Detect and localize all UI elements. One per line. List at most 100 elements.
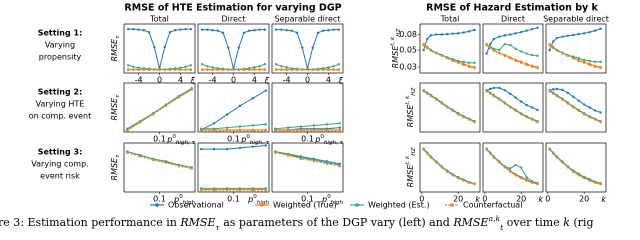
series-point <box>200 63 204 66</box>
panel-frame <box>545 142 607 193</box>
series-point <box>126 64 130 67</box>
series-point <box>299 157 303 161</box>
text-part: t, k <box>405 95 411 105</box>
text-part: RMSE <box>179 216 215 229</box>
series-point <box>599 121 602 124</box>
series-point <box>561 35 564 38</box>
text-part: high <box>183 200 196 206</box>
series-point <box>238 187 242 190</box>
series-point <box>525 103 528 107</box>
x-tick-label: 0.1 <box>301 195 314 204</box>
series-point <box>206 28 209 31</box>
x-tick-label: 0.1 <box>153 195 166 204</box>
x-tick-label: 0 <box>482 195 487 204</box>
text-part: k <box>601 195 606 204</box>
series-point <box>456 177 460 180</box>
series-point <box>514 47 517 50</box>
series-point <box>473 28 476 32</box>
series-point <box>451 174 454 177</box>
x-tick-label: -4 <box>209 76 217 85</box>
legend-marker <box>355 203 359 207</box>
series-line <box>201 90 267 131</box>
series-point <box>561 52 564 55</box>
series-point <box>264 89 267 92</box>
series-point <box>489 87 492 91</box>
series-point <box>509 57 512 60</box>
series-point <box>435 52 438 55</box>
series-point <box>274 28 278 31</box>
series-point <box>582 177 586 180</box>
series-point <box>593 181 597 184</box>
series-point <box>126 68 130 72</box>
series-point <box>163 46 166 49</box>
series-point <box>212 187 216 190</box>
x-tick-label: 0.1 <box>227 195 240 204</box>
y-axis-label: RMSEτ <box>110 154 121 181</box>
series-point <box>552 88 555 91</box>
legend-label: Weighted (True) <box>273 201 337 210</box>
series-point <box>253 66 256 69</box>
series-point <box>561 161 564 164</box>
text-part: RMSE <box>110 97 119 121</box>
text-part: HZ <box>396 29 402 37</box>
series-point <box>577 57 580 60</box>
series-line <box>423 43 475 68</box>
series-point <box>572 57 575 60</box>
panel-frame <box>545 23 607 74</box>
x-axis-label: p0high <box>247 194 269 206</box>
panel-frame <box>271 23 344 74</box>
series-point <box>446 32 449 36</box>
series-point <box>263 68 267 72</box>
y-axis-label: RMSEτ <box>110 35 121 62</box>
x-axis-label: ξ <box>264 76 270 85</box>
series-point <box>238 189 242 192</box>
series-point <box>285 66 288 69</box>
text-part: 0 <box>172 134 176 140</box>
text-part: p <box>240 135 246 144</box>
series-point <box>212 127 216 130</box>
series-line <box>202 29 265 69</box>
series-point <box>566 54 570 58</box>
series-point <box>467 181 471 184</box>
x-tick-label: 20 <box>579 195 589 204</box>
text-part: k <box>475 195 480 204</box>
series-point <box>422 148 425 152</box>
series-point <box>137 28 140 31</box>
series-point <box>253 68 256 72</box>
series-point <box>126 127 129 130</box>
series-line <box>549 43 601 68</box>
x-axis-label: p0high <box>321 194 343 206</box>
series-point <box>212 189 216 192</box>
series-point <box>548 90 551 93</box>
text-part: (rig <box>570 216 594 229</box>
text-part: re 3: Estimation performance in <box>0 216 180 229</box>
series-point <box>588 106 591 109</box>
series-point <box>321 68 325 72</box>
series-point <box>426 92 429 95</box>
group-title: RMSE of Hazard Estimation by k <box>426 3 598 14</box>
series-point <box>227 46 230 49</box>
series-point <box>325 123 329 126</box>
series-point <box>485 43 488 47</box>
series-point <box>525 116 528 119</box>
series-point <box>555 49 559 52</box>
series-point <box>572 33 575 37</box>
series-point <box>498 98 501 101</box>
series-line <box>486 44 538 69</box>
series-point <box>184 65 187 69</box>
series-point <box>498 161 501 164</box>
series-point <box>582 103 586 106</box>
series-point <box>225 129 229 133</box>
series-point <box>530 65 534 69</box>
series-point <box>572 170 575 174</box>
series-point <box>525 176 528 179</box>
series-point <box>473 182 476 186</box>
series-point <box>588 116 591 119</box>
series-point <box>509 170 512 174</box>
series-point <box>552 46 555 50</box>
series-point <box>519 166 523 169</box>
x-tick-label: 4 <box>178 76 183 85</box>
series-point <box>599 60 602 64</box>
text-part: RMSE <box>391 45 400 69</box>
y-axis-label: RMSEτ <box>110 94 121 121</box>
